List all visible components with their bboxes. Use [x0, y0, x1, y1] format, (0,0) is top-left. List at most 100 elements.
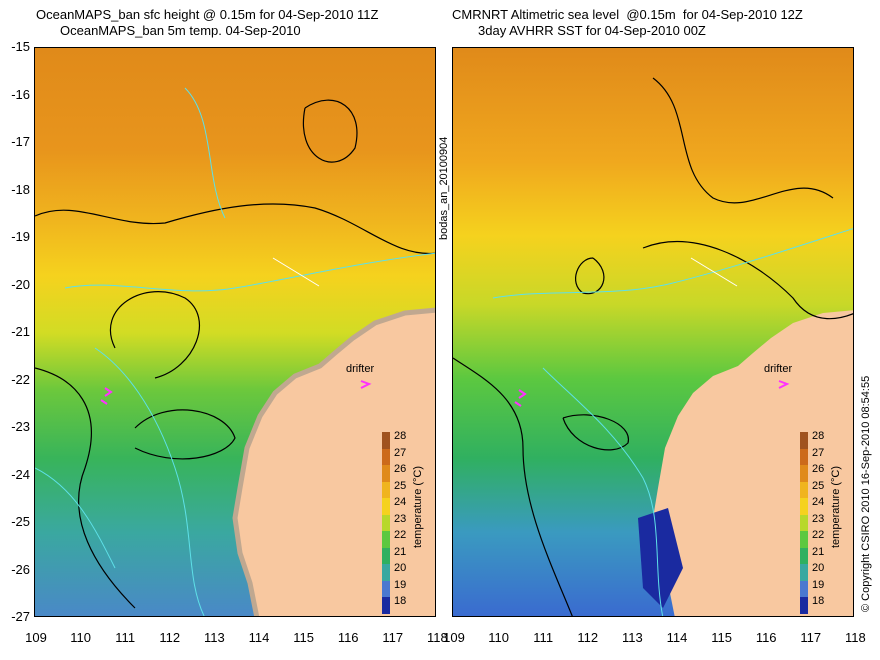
colorbar-label: 21: [394, 545, 407, 558]
colorbar-swatch: [382, 564, 390, 581]
left-title-line2: OceanMAPS_ban 5m temp. 04-Sep-2010: [60, 23, 301, 38]
colorbar-label: 25: [812, 479, 825, 492]
y-tick-label: -18: [11, 181, 30, 197]
coastline: [232, 307, 435, 616]
contour-black-5: [35, 367, 136, 609]
y-tick-label: -23: [11, 419, 30, 434]
x-tick-label: 115: [293, 630, 314, 645]
x-tick-label: 109: [443, 630, 465, 645]
x-tick-label: 110: [488, 630, 509, 645]
contour-black-1: [35, 203, 435, 255]
x-tick-label: 116: [755, 630, 777, 645]
colorbar-label: 27: [394, 446, 407, 459]
colorbar-swatch: [382, 531, 390, 548]
contour-black-4: [134, 409, 236, 460]
colorbar-label: 18: [812, 595, 825, 607]
y-tick-label: -15: [11, 39, 30, 54]
contour-cyan-2: [542, 367, 664, 616]
colorbar-title-left: temperature (°C): [412, 465, 424, 548]
colorbar-label: 26: [812, 463, 825, 475]
x-tick-label: 111: [533, 630, 554, 645]
colorbar-label: 28: [812, 430, 825, 442]
colorbar-label: 21: [812, 545, 825, 558]
contour-cyan-1: [64, 252, 435, 292]
contour-black-5: [453, 357, 573, 616]
x-tick-label: 117: [800, 630, 822, 645]
drifter-marker-east: [778, 380, 790, 389]
colorbar-label: 18: [394, 595, 407, 607]
contour-cyan-4: [35, 467, 116, 569]
colorbar-label: 28: [394, 430, 407, 442]
right-title-line2: 3day AVHRR SST for 04-Sep-2010 00Z: [478, 23, 706, 38]
colorbar-swatch: [800, 432, 808, 449]
colorbar-swatch: [382, 514, 390, 531]
colorbar-label: 27: [812, 446, 825, 459]
x-tick-label: 113: [204, 630, 225, 645]
x-tick-label: 118: [845, 630, 866, 645]
colorbar-label: 22: [812, 529, 825, 541]
colorbar-swatch: [382, 465, 390, 482]
colorbar-swatch: [800, 597, 808, 614]
contour-black-2: [652, 77, 834, 204]
drifter-label-right: drifter: [764, 363, 793, 375]
y-tick-label: -20: [11, 276, 30, 292]
cold-bay: [638, 508, 683, 608]
colorbar-label: 19: [812, 578, 825, 591]
y-tick-label: -27: [11, 609, 30, 624]
colorbar-label: 24: [394, 496, 407, 508]
y-tick-label: -21: [11, 324, 30, 339]
y-tick-label: -16: [11, 86, 30, 102]
colorbar-swatch: [800, 531, 808, 548]
colorbar-swatch: [382, 597, 390, 614]
contour-black-1: [642, 241, 853, 320]
y-tick-label: -19: [11, 229, 30, 244]
colorbar-swatch: [800, 580, 808, 597]
colorbar-label: 20: [394, 562, 407, 574]
contour-black-2: [109, 291, 201, 379]
center-run-label: bodas_an_20100904: [438, 136, 450, 240]
colorbar-label: 23: [394, 512, 407, 525]
colorbar-label: 23: [812, 512, 825, 525]
transect-line: [272, 257, 320, 287]
y-tick-label: -24: [11, 466, 30, 482]
colorbar-label: 24: [812, 496, 825, 508]
x-tick-label: 114: [248, 630, 270, 645]
drifter-marker: [100, 387, 113, 405]
transect-line: [690, 257, 738, 287]
colorbar-swatch: [382, 481, 390, 498]
colorbar-swatch: [382, 547, 390, 564]
contour-cyan-2: [184, 87, 226, 219]
x-tick-label: 116: [337, 630, 359, 645]
x-tick-label: 109: [25, 630, 47, 645]
right-map-panel: [452, 47, 854, 617]
contour-black-4: [562, 414, 629, 451]
colorbar-title-right: temperature (°C): [830, 465, 842, 548]
copyright-label: © Copyright CSIRO 2010 16-Sep-2010 08:54…: [860, 375, 872, 612]
y-tick-label: -25: [11, 514, 30, 529]
colorbar-swatch: [800, 465, 808, 482]
x-tick-label: 112: [159, 630, 181, 645]
x-tick-label: 111: [115, 630, 136, 645]
colorbar-swatch: [382, 448, 390, 465]
colorbar-label: 19: [394, 578, 407, 591]
colorbar-label: 20: [812, 562, 825, 574]
x-tick-label: 110: [70, 630, 91, 645]
colorbar-swatch: [800, 448, 808, 465]
y-tick-label: -22: [11, 371, 30, 387]
x-tick-label: 117: [382, 630, 404, 645]
x-tick-label: 112: [577, 630, 599, 645]
y-tick-label: -26: [11, 561, 30, 577]
drifter-label-left: drifter: [346, 363, 375, 375]
contour-cyan-1: [492, 228, 853, 299]
colorbar-swatch: [800, 498, 808, 515]
contour-black-3: [302, 99, 358, 163]
drifter-marker-east: [360, 380, 372, 389]
colorbar-swatch: [800, 514, 808, 531]
colorbar-swatch: [800, 564, 808, 581]
colorbar-label: 26: [394, 463, 407, 475]
colorbar-swatch: [800, 481, 808, 498]
x-tick-label: 118: [427, 630, 448, 645]
x-tick-label: 114: [666, 630, 688, 645]
colorbar-label: 25: [394, 479, 407, 492]
colorbar-label: 22: [394, 529, 407, 541]
